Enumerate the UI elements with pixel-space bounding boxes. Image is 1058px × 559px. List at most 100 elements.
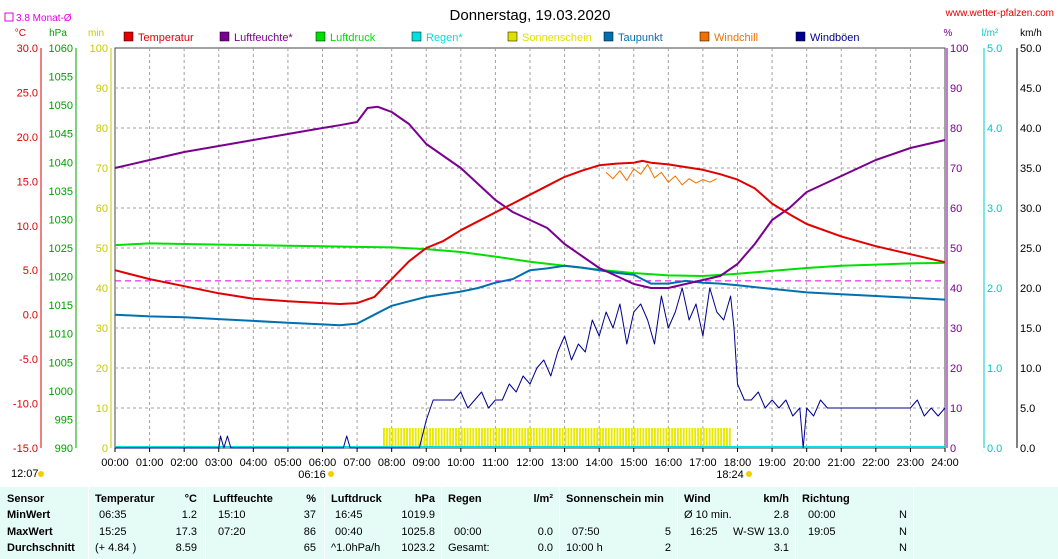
series-line-chill bbox=[605, 163, 718, 186]
hum-min-value: 37 bbox=[303, 509, 316, 521]
wind-tick-label: 40.0 bbox=[1020, 123, 1041, 135]
x-tick-label: 10:00 bbox=[447, 457, 475, 469]
series-line-press bbox=[114, 242, 946, 277]
sunshine-bar bbox=[509, 428, 512, 448]
sunshine-bar bbox=[506, 428, 509, 448]
sunshine-bar bbox=[627, 428, 630, 448]
sun-max-time: 07:50 bbox=[572, 526, 600, 538]
sunshine-bar bbox=[590, 428, 593, 448]
sunshine-bar bbox=[463, 428, 466, 448]
sunshine-bar bbox=[639, 428, 642, 448]
x-tick-label: 22:00 bbox=[862, 457, 890, 469]
moonrise-time: 12:07 bbox=[11, 468, 39, 480]
sunshine-bar bbox=[723, 428, 725, 448]
hum-tick-label: 40 bbox=[950, 283, 962, 295]
weather-chart: Donnerstag, 19.03.2020 www.wetter-pfalze… bbox=[4, 7, 1054, 481]
sunmin-tick-label: 30 bbox=[96, 323, 108, 335]
header-press: Luftdruck bbox=[331, 493, 382, 505]
axes: 00:00 01:00 02:00 03:00 04:00 05:00 06:00 07:00… bbox=[13, 43, 1042, 469]
sunmin-tick-label: 10 bbox=[96, 403, 108, 415]
sunshine-bar bbox=[599, 428, 602, 448]
sunshine-bar bbox=[717, 428, 720, 448]
x-tick-label: 03:00 bbox=[205, 457, 233, 469]
sunshine-bar bbox=[481, 428, 483, 448]
x-tick-label: 13:00 bbox=[551, 457, 579, 469]
row-label-avg: Durchschnitt bbox=[7, 542, 75, 554]
sunshine-bar bbox=[532, 428, 535, 448]
sun-avg-value: 2 bbox=[664, 542, 671, 554]
wind-max-value: W-SW 13.0 bbox=[732, 526, 789, 538]
sunshine-bar bbox=[521, 428, 524, 448]
header-temp-unit: °C bbox=[184, 493, 197, 505]
press-tick-label: 990 bbox=[55, 443, 73, 455]
wind-min-value: 2.8 bbox=[773, 509, 789, 521]
sunshine-bar bbox=[486, 428, 489, 448]
temp-tick-label: 20.0 bbox=[17, 132, 38, 144]
sunshine-bar bbox=[455, 428, 457, 448]
legend-swatch-rain bbox=[411, 31, 422, 42]
rain-tick-label: 3.0 bbox=[987, 203, 1002, 215]
temp-avg-value: 8.59 bbox=[175, 542, 197, 554]
header-press-unit: hPa bbox=[414, 493, 435, 505]
sunshine-bar bbox=[596, 428, 599, 448]
press-tick-label: 1000 bbox=[49, 386, 73, 398]
sunshine-bar bbox=[518, 428, 521, 448]
sunshine-bar bbox=[550, 428, 553, 448]
sunshine-bar bbox=[622, 428, 625, 448]
hum-tick-label: 80 bbox=[950, 123, 962, 135]
sunmin-tick-label: 100 bbox=[90, 43, 108, 55]
sunshine-bar bbox=[555, 428, 558, 448]
sunshine-bar bbox=[400, 428, 403, 448]
sunshine-bar bbox=[604, 428, 607, 448]
series-line-dew bbox=[114, 264, 946, 327]
sunshine-bar bbox=[702, 428, 705, 448]
header-wind: Wind bbox=[684, 493, 711, 505]
rain-max-value: 0.0 bbox=[537, 526, 553, 538]
chart-marks bbox=[114, 105, 946, 449]
sunshine-bar bbox=[679, 428, 682, 448]
wind-tick-label: 35.0 bbox=[1020, 163, 1041, 175]
sunshine-bar bbox=[714, 428, 717, 448]
wind-tick-label: 45.0 bbox=[1020, 83, 1041, 95]
press-tick-label: 995 bbox=[55, 414, 73, 426]
sunshine-bar bbox=[587, 428, 590, 448]
source-link[interactable]: www.wetter-pfalzen.com bbox=[945, 8, 1054, 19]
hum-tick-label: 100 bbox=[950, 43, 968, 55]
sunmin-tick-label: 80 bbox=[96, 123, 108, 135]
header-dir: Richtung bbox=[802, 493, 850, 505]
sunshine-bar bbox=[535, 428, 538, 448]
wind-min-label: Ø 10 min. bbox=[684, 509, 732, 521]
sunshine-bar bbox=[665, 428, 668, 448]
hum-tick-label: 20 bbox=[950, 363, 962, 375]
x-tick-label: 11:00 bbox=[482, 457, 509, 469]
sunshine-bar bbox=[446, 428, 449, 448]
sunshine-bar bbox=[685, 428, 688, 448]
stats-col-temp: Temperatur °C 06:35 1.2 15:25 17.3 (+ 4.84 … bbox=[89, 487, 206, 559]
sunshine-bar bbox=[602, 428, 604, 448]
wind-tick-label: 10.0 bbox=[1020, 363, 1041, 375]
wind-tick-label: 50.0 bbox=[1020, 43, 1041, 55]
press-trend: ^1.0hPa/h bbox=[331, 542, 381, 554]
x-tick-label: 12:00 bbox=[516, 457, 544, 469]
sunshine-bar bbox=[452, 428, 455, 448]
monthly-avg-label: 3.8 Monat-Ø bbox=[16, 13, 72, 24]
hum-tick-label: 90 bbox=[950, 83, 962, 95]
sunshine-bar bbox=[457, 428, 460, 448]
legend-swatch-chill bbox=[699, 31, 710, 42]
press-tick-label: 1045 bbox=[49, 129, 73, 141]
legend-label-rain: Regen* bbox=[426, 32, 463, 44]
wind-tick-label: 0.0 bbox=[1020, 443, 1035, 455]
sunshine-bar bbox=[391, 428, 394, 448]
x-tick-label: 00:00 bbox=[101, 457, 129, 469]
wind-tick-label: 25.0 bbox=[1020, 243, 1041, 255]
sunshine-bar bbox=[527, 428, 529, 448]
sunshine-bar bbox=[725, 428, 728, 448]
stats-col-press: Luftdruck hPa 16:45 1019.9 00:40 1025.8 ^1.… bbox=[325, 487, 442, 559]
rain-tick-label: 4.0 bbox=[987, 123, 1002, 135]
hum-max-value: 86 bbox=[303, 526, 316, 538]
rain-total-label: Gesamt: bbox=[448, 542, 490, 554]
sunshine-bar bbox=[573, 428, 576, 448]
x-tick-label: 18:00 bbox=[724, 457, 752, 469]
sunset-icon bbox=[746, 471, 752, 477]
temp-tick-label: -5.0 bbox=[19, 354, 38, 366]
